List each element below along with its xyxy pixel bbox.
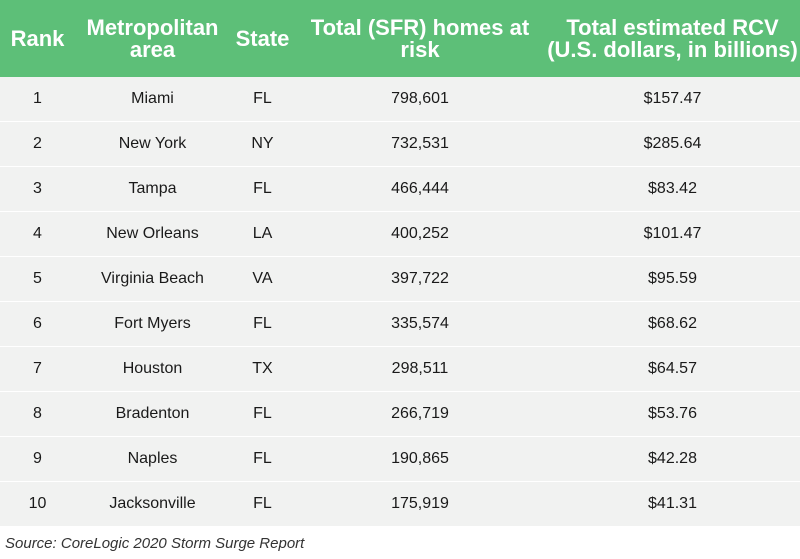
metro-cell: New York (118, 135, 187, 152)
header-metropolitan-area: Metropolitan area (86, 14, 219, 62)
homes-cell: 466,444 (391, 180, 449, 197)
rcv-cell: $41.31 (648, 495, 697, 512)
state-cell: TX (252, 360, 273, 377)
table-row: 2 New York NY 732,531 $285.64 (0, 122, 800, 167)
metro-cell: Miami (131, 90, 174, 107)
header-rank: Rank (10, 25, 65, 51)
rank-cell: 3 (33, 180, 42, 197)
rank-cell: 5 (33, 270, 42, 287)
metro-cell: New Orleans (106, 225, 199, 242)
state-cell: LA (252, 225, 273, 242)
metro-cell: Houston (122, 360, 183, 377)
homes-cell: 732,531 (391, 135, 449, 152)
rcv-cell: $53.76 (648, 405, 697, 422)
table-row: 9 Naples FL 190,865 $42.28 (0, 437, 800, 482)
state-cell: FL (253, 180, 272, 197)
source-caption: Source: CoreLogic 2020 Storm Surge Repor… (5, 535, 305, 552)
rcv-cell: $42.28 (648, 450, 697, 467)
table-row: 3 Tampa FL 466,444 $83.42 (0, 167, 800, 212)
homes-cell: 798,601 (391, 90, 449, 107)
table-header: Rank Metropolitan area State Total (SFR)… (0, 0, 800, 77)
homes-cell: 298,511 (391, 360, 449, 377)
table-row: 5 Virginia Beach VA 397,722 $95.59 (0, 257, 800, 302)
rank-cell: 7 (33, 360, 42, 377)
state-cell: NY (251, 135, 274, 152)
homes-cell: 190,865 (391, 450, 449, 467)
rcv-cell: $68.62 (648, 315, 697, 332)
homes-cell: 400,252 (391, 225, 449, 242)
rank-cell: 1 (33, 90, 42, 107)
rcv-cell: $95.59 (648, 270, 697, 287)
metro-cell: Jacksonville (109, 495, 196, 512)
state-cell: FL (253, 405, 272, 422)
rank-cell: 8 (33, 405, 42, 422)
table-row: 7 Houston TX 298,511 $64.57 (0, 347, 800, 392)
rcv-cell: $83.42 (648, 180, 697, 197)
rank-cell: 2 (33, 135, 42, 152)
rank-cell: 6 (33, 315, 42, 332)
state-cell: VA (252, 270, 273, 287)
metro-cell: Virginia Beach (101, 270, 204, 287)
rcv-cell: $101.47 (643, 225, 702, 242)
homes-cell: 175,919 (391, 495, 449, 512)
homes-at-risk-table: Rank Metropolitan area State Total (SFR)… (0, 0, 800, 527)
table-row: 10 Jacksonville FL 175,919 $41.31 (0, 482, 800, 527)
state-cell: FL (253, 90, 272, 107)
table-row: 1 Miami FL 798,601 $157.47 (0, 77, 800, 122)
table-row: 6 Fort Myers FL 335,574 $68.62 (0, 302, 800, 347)
table-row: 4 New Orleans LA 400,252 $101.47 (0, 212, 800, 257)
rank-cell: 10 (28, 495, 47, 512)
state-cell: FL (253, 450, 272, 467)
rcv-cell: $285.64 (643, 135, 702, 152)
metro-cell: Naples (127, 450, 178, 467)
metro-cell: Tampa (128, 180, 177, 197)
metro-cell: Bradenton (115, 405, 190, 422)
state-cell: FL (253, 315, 272, 332)
header-total-rcv: Total estimated RCV (U.S. dollars, in bi… (547, 14, 798, 62)
rcv-cell: $64.57 (648, 360, 697, 377)
header-state: State (235, 25, 290, 51)
header-total-homes: Total (SFR) homes at risk (310, 14, 530, 62)
homes-cell: 335,574 (391, 315, 449, 332)
homes-cell: 266,719 (391, 405, 449, 422)
rcv-cell: $157.47 (643, 90, 702, 107)
homes-cell: 397,722 (391, 270, 449, 287)
table-row: 8 Bradenton FL 266,719 $53.76 (0, 392, 800, 437)
rank-cell: 9 (33, 450, 42, 467)
state-cell: FL (253, 495, 272, 512)
metro-cell: Fort Myers (114, 315, 191, 332)
rank-cell: 4 (33, 225, 42, 242)
